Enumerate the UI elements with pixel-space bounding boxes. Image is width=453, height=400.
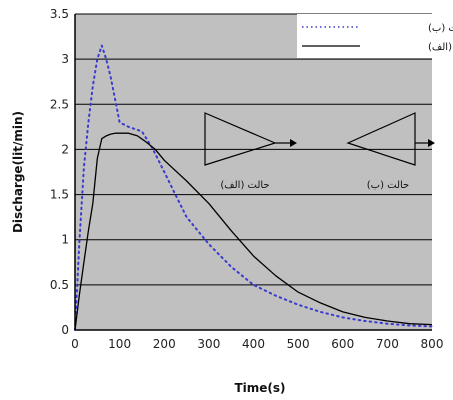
legend-label-series-1: حالت (الف) xyxy=(428,42,453,53)
annotation-label-alef: حالت (الف) xyxy=(220,180,269,191)
annotation-diagram-alef: حالت (الف) xyxy=(204,112,297,191)
y-tick-label-4: 2 xyxy=(61,142,69,156)
y-tick-label-1: 0.5 xyxy=(50,278,69,292)
y-tick-label-5: 2.5 xyxy=(50,97,69,111)
x-tick-label-8: 800 xyxy=(421,337,444,351)
x-axis-title: Time(s) xyxy=(234,381,285,395)
x-tick-label-5: 500 xyxy=(287,337,310,351)
y-tick-label-2: 1 xyxy=(61,233,69,247)
x-tick-label-7: 700 xyxy=(376,337,399,351)
x-tick-label-1: 100 xyxy=(108,337,131,351)
annotation-diagram-beh: حالت (ب) xyxy=(346,112,435,191)
y-tick-label-6: 3 xyxy=(61,52,69,66)
grid-lines xyxy=(75,13,432,286)
annotation-label-beh: حالت (ب) xyxy=(367,180,410,191)
series-line-1 xyxy=(74,132,433,331)
x-tick-label-2: 200 xyxy=(153,337,176,351)
y-tick-label-7: 3.5 xyxy=(50,7,69,21)
legend: حالت (ب) حالت (الف) xyxy=(297,14,453,58)
axes xyxy=(74,14,432,331)
y-tick-label-3: 1.5 xyxy=(50,188,69,202)
legend-label-series-0: حالت (ب) xyxy=(428,23,453,34)
legend-box xyxy=(297,14,432,58)
x-tick-label-0: 0 xyxy=(71,337,79,351)
plot-area xyxy=(75,14,432,330)
tick-labels: 0 0.5 1 1.5 2 2.5 3 3.5 0 100 200 300 400 500 600 700 80… xyxy=(50,7,444,351)
y-axis-title: Discharge(lit/min) xyxy=(11,111,25,233)
y-tick-label-0: 0 xyxy=(61,323,69,337)
series-line-0 xyxy=(74,44,433,331)
x-tick-label-3: 300 xyxy=(197,337,220,351)
x-tick-label-6: 600 xyxy=(331,337,354,351)
x-tick-label-4: 400 xyxy=(242,337,265,351)
series-layer xyxy=(74,44,433,331)
